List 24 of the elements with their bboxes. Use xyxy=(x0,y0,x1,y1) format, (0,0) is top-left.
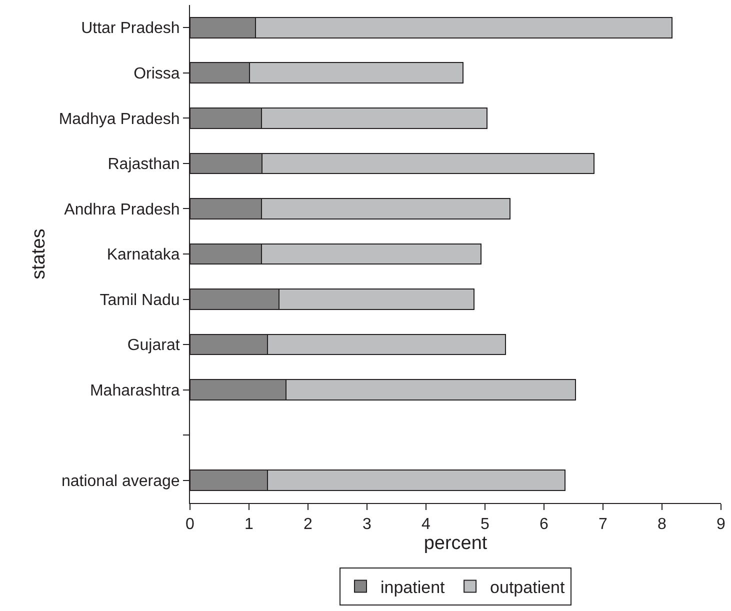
legend-label: outpatient xyxy=(490,578,565,597)
x-tick-label: 7 xyxy=(598,516,608,534)
x-tick-label: 3 xyxy=(362,516,372,534)
x-tick-label: 9 xyxy=(716,516,726,534)
y-tick-label: Orissa xyxy=(134,66,180,83)
y-tick-label: Karnataka xyxy=(106,246,180,264)
y-tick-label: Madhya Pradesh xyxy=(58,110,180,128)
y-tick-label: Andhra Pradesh xyxy=(64,201,180,218)
x-tick-label: 1 xyxy=(244,516,254,534)
x-tick-label: 2 xyxy=(304,516,313,534)
x-tick-label: 6 xyxy=(540,516,549,534)
y-tick-label: Rajasthan xyxy=(108,156,180,174)
y-tick-label: national average xyxy=(61,472,180,490)
y-axis-title: states xyxy=(28,228,50,280)
y-tick-label: Tamil Nadu xyxy=(100,292,180,309)
x-tick-label: 4 xyxy=(422,516,431,534)
legend-label: inpatient xyxy=(380,578,446,597)
y-tick-label: Maharashtra xyxy=(90,382,180,400)
x-tick-label: 0 xyxy=(186,516,195,534)
y-tick-label: Uttar Pradesh xyxy=(81,20,180,38)
x-tick-label: 5 xyxy=(480,516,490,534)
x-axis-title: percent xyxy=(424,533,488,554)
y-tick-label: Gujarat xyxy=(127,337,180,354)
x-tick-label: 8 xyxy=(658,516,667,534)
